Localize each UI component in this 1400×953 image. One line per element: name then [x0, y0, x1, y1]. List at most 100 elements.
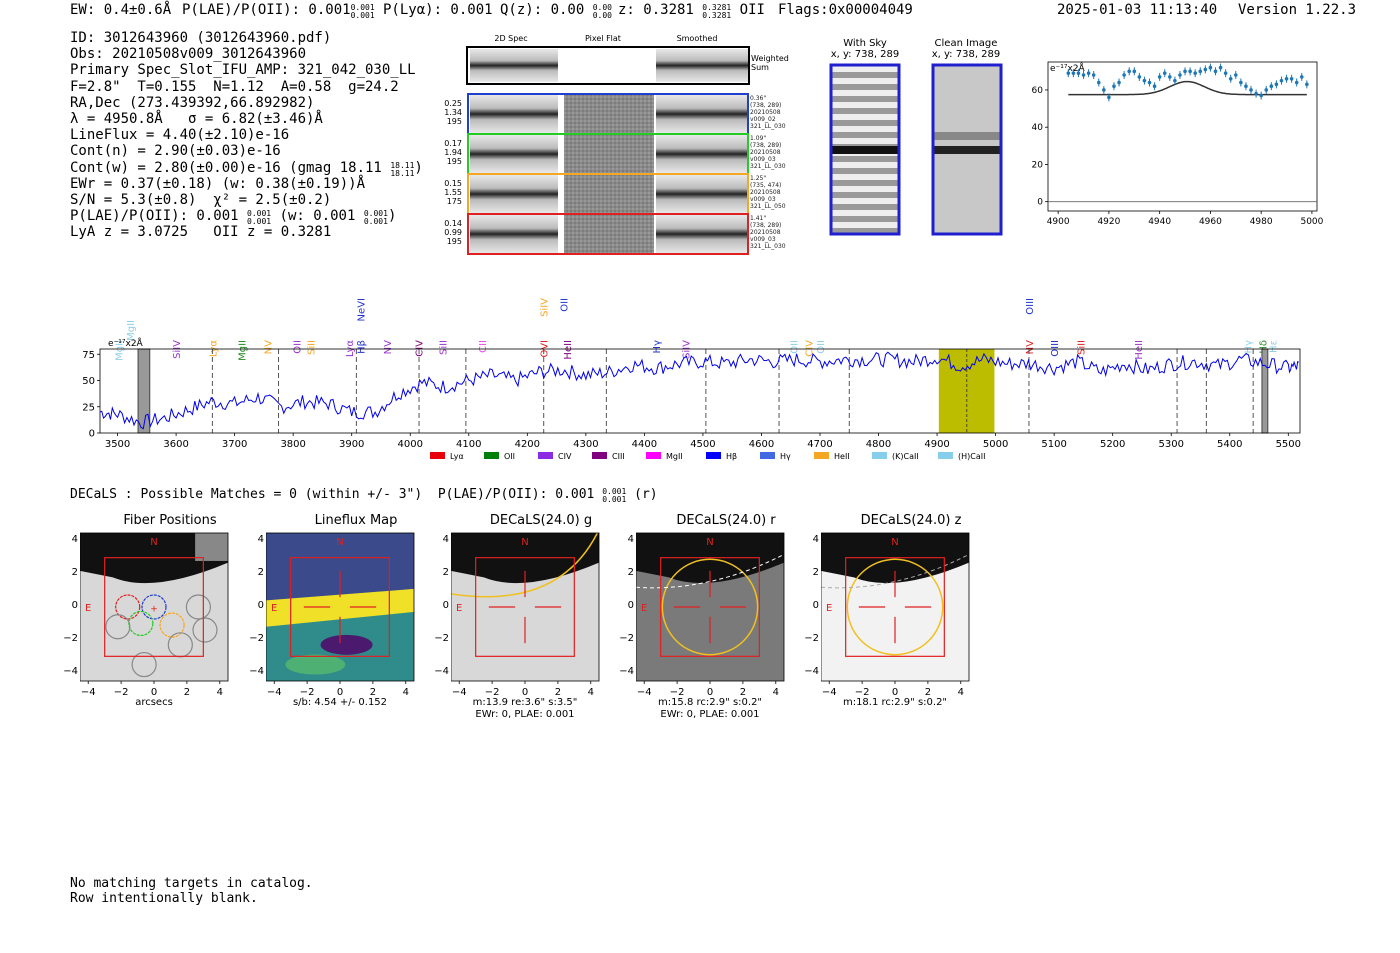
info-id: ID: 3012643960 (3012643960.pdf) — [70, 30, 332, 46]
spectral-line-label: OII — [293, 340, 304, 354]
with-sky-frame — [829, 63, 901, 236]
panel-ytick-label: −4 — [619, 665, 634, 677]
panel-caption: m:18.1 rc:2.9" s:0.2" — [842, 697, 948, 708]
sky-band-light — [832, 174, 898, 180]
decals-panel-image: + N E −4 −2 0 2 4 — [80, 532, 229, 698]
cutout-note-line: 20210508 — [750, 189, 781, 196]
header-plae: P(LAE)/P(OII): 0.0010.001 0.001 — [182, 2, 375, 20]
sky-band-dark — [832, 216, 898, 222]
fiber-circle — [192, 617, 218, 643]
legend-swatch — [872, 452, 887, 459]
cutout-row-note: 1.09" (738, 289) 20210508 v009_03 321_LL_030 — [750, 135, 786, 170]
zoom-point — [1249, 88, 1253, 92]
with-sky-xy: x, y: 738, 289 — [830, 49, 900, 60]
decals-panel-image: N E −4 −2 0 2 4 — [266, 532, 415, 698]
panel-xtick-label: 0 — [151, 687, 157, 698]
decals-summary-frac: 0.001 0.001 — [602, 488, 626, 504]
zoom-point — [1239, 80, 1243, 85]
spectral-line-label: SiII — [438, 340, 449, 355]
zoom-point — [1096, 80, 1101, 85]
spec-xtick-label: 4200 — [515, 439, 540, 450]
lineflux-blob — [285, 654, 346, 675]
zoom-point — [1289, 76, 1294, 81]
info-contw-text: Cont(w) = 2.80(±0.00)e-16 (gmag 18.11 — [70, 159, 382, 176]
panel-ytick-label: 4 — [627, 534, 634, 546]
cutout-panel: 2D Spec Pixel Flat Smoothed Weighted Sum… — [440, 32, 800, 257]
cutout-note-line: (738, 289) — [750, 102, 782, 109]
legend-label: (K)CaII — [892, 452, 919, 461]
sky-band-dark — [832, 84, 898, 90]
sky-band-dark — [832, 72, 898, 78]
sky-band-light — [832, 198, 898, 204]
sky-band-dark — [832, 192, 898, 198]
decals-panel: Lineflux Map N E −4 −2 0 2 4 4 2 0 −2 −4 s/b: 4.54 +/… — [249, 512, 441, 727]
header-plae-up: 0.001 — [350, 3, 375, 12]
star-mask-arc — [636, 553, 785, 589]
panel-ytick-label: −4 — [63, 665, 78, 677]
sky-band-dark — [832, 120, 898, 126]
cutout-2d-row — [470, 135, 558, 173]
panel-yticks: 4 2 0 −2 −4 — [56, 530, 78, 690]
spec-xtick-label: 3700 — [222, 439, 247, 450]
aperture-box — [104, 557, 204, 657]
panel-xtick-label: 2 — [370, 687, 376, 698]
east-label: E — [456, 603, 462, 614]
header-qz: Q(z): 0.00 0.00 0.00 — [500, 2, 612, 20]
cutout-2d-row — [470, 95, 558, 133]
spectral-line-label: CII — [478, 340, 489, 353]
panel-ytick-label: 0 — [627, 600, 634, 611]
cutout-flat-row — [564, 175, 654, 213]
spec-xtick-label: 4600 — [749, 439, 774, 450]
zoom-point — [1076, 71, 1081, 75]
panel-xtick-label: −4 — [637, 687, 652, 698]
zoom-point — [1178, 73, 1182, 77]
info-obs: Obs: 20210508v009_3012643960 — [70, 46, 307, 63]
panel-ytick-label: 2 — [812, 567, 819, 579]
spec-xtick-label: 5300 — [1158, 439, 1183, 450]
spectral-line-label: Lyα — [208, 340, 219, 358]
cutout-row-stats: 0.15 1.55 175 — [440, 179, 462, 206]
legend-swatch — [760, 452, 775, 459]
zoom-point — [1157, 75, 1162, 79]
legend-swatch — [814, 452, 829, 459]
sky-band-dark — [832, 204, 898, 210]
spectral-line-label: NV — [383, 340, 394, 354]
spectral-line-label: CIV — [414, 340, 425, 357]
info-params: F=2.8" T=0.155 N=1.12 A=0.58 g=24.2 — [70, 78, 399, 95]
sky-images — [829, 63, 1003, 236]
header-qz-up: 0.00 — [592, 3, 612, 12]
panel-xtick-label: 0 — [337, 687, 343, 698]
decals-panel-title: Lineflux Map — [314, 513, 398, 528]
spec-ytick-label: 50 — [82, 376, 95, 387]
header-plae-lo: 0.001 — [350, 11, 375, 20]
cutout-stat: 1.55 — [444, 188, 462, 197]
east-label: E — [826, 603, 832, 614]
zoom-point — [1107, 95, 1111, 100]
spec-xtick-label: 3600 — [163, 439, 188, 450]
cutout-images — [466, 46, 750, 255]
spec-xtick-label: 4100 — [456, 439, 481, 450]
zoom-ytick-label: 20 — [1032, 160, 1044, 170]
cutout-flat-row — [564, 135, 654, 173]
spec-xtick-label: 5400 — [1217, 439, 1242, 450]
decals-panel: DECaLS(24.0) r N E −4 −2 0 2 4 4 2 0 −2 −4 m:15.8 rc:… — [619, 512, 811, 727]
cutout-row-stats: 0.25 1.34 195 — [440, 99, 462, 126]
zoom-point — [1193, 71, 1197, 75]
info-plae-w-lo: 0.001 — [363, 217, 388, 227]
legend-swatch — [538, 452, 553, 459]
cutout-stat: 195 — [446, 117, 462, 126]
zoom-point — [1162, 71, 1167, 75]
info-plae-lo: 0.001 — [247, 217, 272, 227]
panel-ytick-label: 2 — [257, 567, 264, 579]
spec-xtick-label: 5100 — [1041, 439, 1066, 450]
star-halo — [195, 533, 228, 561]
legend-swatch — [484, 452, 499, 459]
spectral-line-label: OII — [560, 298, 571, 312]
cutout-stat: 1.94 — [444, 148, 462, 157]
panel-yticks: 4 2 0 −2 −4 — [427, 530, 449, 690]
decals-panel: DECaLS(24.0) g N E −4 −2 0 2 4 4 2 0 −2 −4 m:13.9 re:… — [434, 512, 626, 727]
fiber-circle — [185, 594, 212, 620]
zoom-point — [1086, 71, 1091, 75]
panel-xtick-label: 2 — [184, 687, 190, 698]
decals-panel-title: DECaLS(24.0) r — [676, 513, 776, 528]
